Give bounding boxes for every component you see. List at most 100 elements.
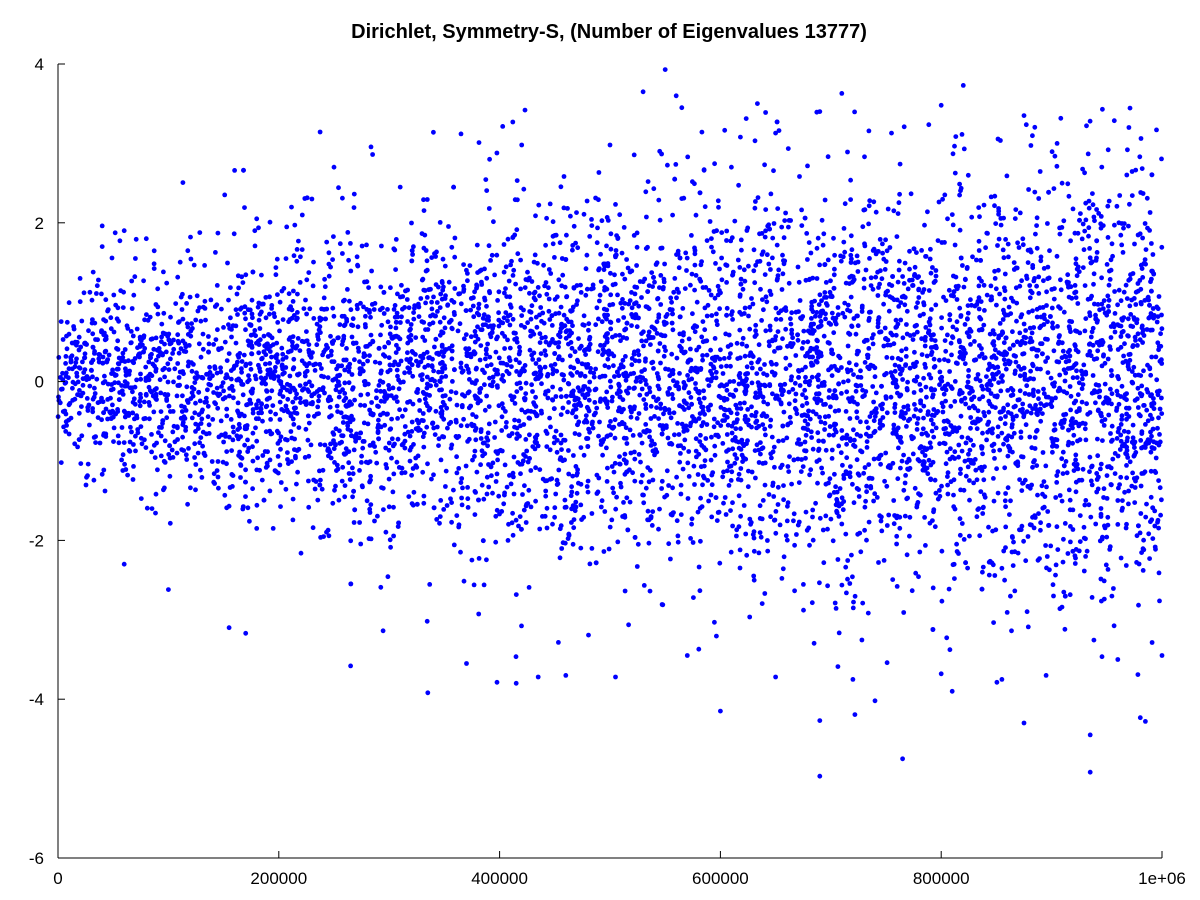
data-point xyxy=(649,270,655,275)
data-point xyxy=(670,367,676,373)
data-point xyxy=(1156,347,1161,353)
data-point xyxy=(512,401,518,406)
data-point xyxy=(786,280,792,286)
data-point xyxy=(792,398,798,404)
data-point xyxy=(1088,514,1094,520)
data-point xyxy=(947,647,953,653)
data-point xyxy=(449,519,454,525)
data-point xyxy=(102,488,108,494)
data-point xyxy=(406,305,412,311)
data-point xyxy=(533,314,539,320)
data-point xyxy=(655,296,661,301)
data-point xyxy=(1080,466,1086,472)
data-point xyxy=(728,342,734,348)
data-point xyxy=(1055,469,1061,475)
data-point xyxy=(484,474,490,480)
data-point xyxy=(1149,354,1155,360)
data-point xyxy=(1149,401,1154,407)
data-point xyxy=(961,284,967,290)
data-point xyxy=(774,242,780,248)
data-point xyxy=(1078,211,1083,217)
data-point xyxy=(1070,375,1076,381)
data-point xyxy=(153,368,159,374)
data-point xyxy=(174,450,180,456)
data-point xyxy=(499,414,505,420)
data-point xyxy=(699,334,705,340)
data-point xyxy=(274,352,280,358)
data-point xyxy=(810,362,816,368)
data-point xyxy=(1080,382,1086,387)
data-point xyxy=(368,411,374,417)
data-point xyxy=(174,424,180,430)
data-point xyxy=(385,574,391,580)
data-point xyxy=(1098,466,1103,472)
data-point xyxy=(735,477,741,482)
data-point xyxy=(600,452,605,458)
data-point xyxy=(763,328,769,334)
data-point xyxy=(510,510,515,516)
data-point xyxy=(596,170,602,175)
data-point xyxy=(537,340,543,345)
data-point xyxy=(346,369,352,374)
data-point xyxy=(328,264,333,270)
data-point xyxy=(889,130,894,136)
data-point xyxy=(615,235,621,241)
data-point xyxy=(864,439,870,444)
data-point xyxy=(421,287,427,293)
data-point xyxy=(409,419,415,425)
data-point xyxy=(146,384,152,390)
data-point xyxy=(411,244,416,250)
data-point xyxy=(966,451,971,457)
data-point xyxy=(372,359,378,365)
data-point xyxy=(428,286,433,292)
data-point xyxy=(484,491,490,497)
data-point xyxy=(212,481,218,486)
data-point xyxy=(1030,265,1036,271)
data-point xyxy=(976,275,982,281)
data-point xyxy=(829,310,835,316)
data-point xyxy=(501,315,507,321)
data-point xyxy=(652,441,657,447)
data-point xyxy=(842,300,848,306)
data-point xyxy=(809,303,815,309)
data-point xyxy=(253,333,258,339)
data-point xyxy=(615,539,621,545)
data-point xyxy=(436,369,441,375)
data-point xyxy=(750,301,756,307)
data-point xyxy=(249,351,255,357)
data-point xyxy=(144,505,150,511)
data-point xyxy=(184,321,190,327)
data-point xyxy=(1077,406,1082,411)
data-point xyxy=(153,510,158,516)
data-point xyxy=(596,316,601,322)
data-point xyxy=(549,323,555,328)
data-point xyxy=(622,451,628,457)
data-point xyxy=(911,332,917,337)
data-point xyxy=(84,396,90,401)
data-point xyxy=(884,523,890,528)
data-point xyxy=(81,290,87,296)
data-point xyxy=(670,212,675,218)
data-point xyxy=(885,206,891,212)
data-point xyxy=(1019,338,1025,344)
data-point xyxy=(985,422,990,427)
data-point xyxy=(1120,250,1126,255)
data-point xyxy=(700,357,705,363)
data-point xyxy=(289,435,295,441)
data-point xyxy=(439,342,445,348)
data-point xyxy=(443,374,449,379)
data-point xyxy=(959,398,964,404)
data-point xyxy=(215,405,221,411)
data-point xyxy=(180,434,186,440)
data-point xyxy=(597,298,602,304)
data-point xyxy=(622,276,628,282)
data-point xyxy=(465,496,471,502)
data-point xyxy=(861,276,867,282)
data-point xyxy=(1030,133,1035,139)
data-point xyxy=(1036,511,1041,516)
data-point xyxy=(85,408,91,413)
data-point xyxy=(635,541,641,547)
data-point xyxy=(897,525,903,531)
data-point xyxy=(884,410,890,416)
data-point xyxy=(544,478,550,484)
